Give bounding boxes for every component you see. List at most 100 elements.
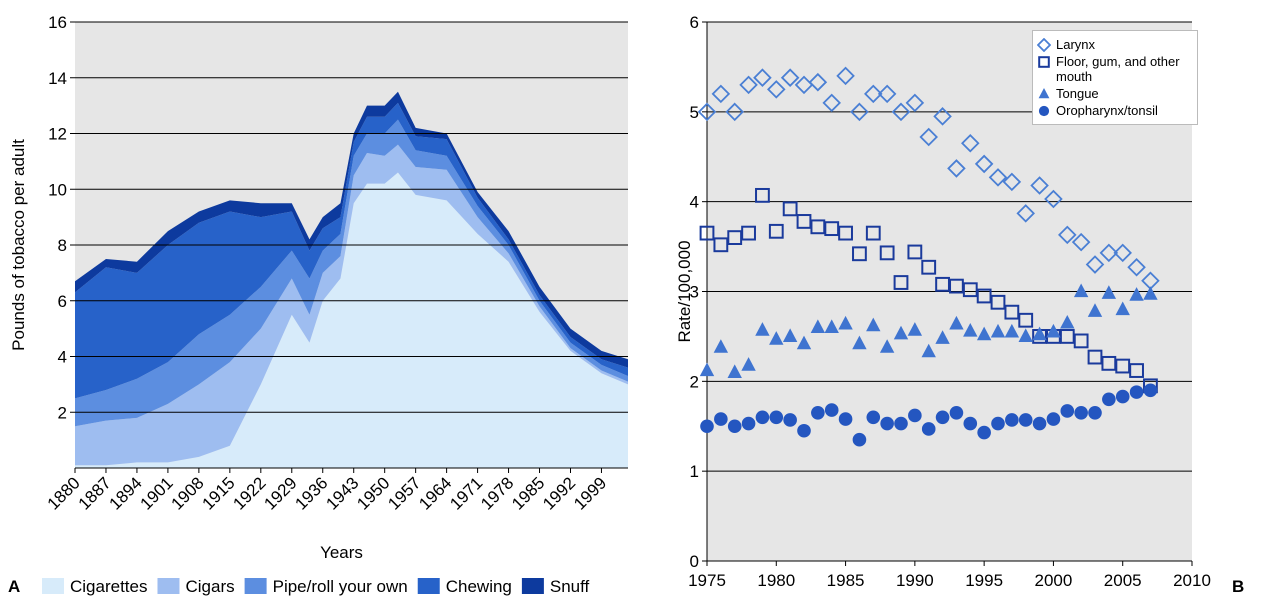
marker [921,343,936,358]
x-tick-label: 1915 [198,473,238,513]
marker [977,425,991,440]
legend-entry: Floor, gum, and other mouth [1037,54,1193,84]
x-tick-label: 1985 [827,571,865,590]
legend-swatch [157,578,180,594]
x-tick-label: 2000 [1035,571,1073,590]
marker [824,319,839,334]
y-tick-label: 4 [58,348,67,367]
y-tick-label: 2 [58,403,67,422]
marker [797,423,811,438]
marker [935,410,950,425]
marker [1113,243,1132,263]
marker [893,275,909,290]
marker [808,72,828,92]
marker [866,410,881,425]
marker [991,416,1005,431]
marker [1102,392,1116,407]
marker [700,419,714,434]
legend-label: Oropharynx/tonsil [1056,103,1158,118]
panel-label: A [8,577,20,596]
marker [697,102,717,122]
legend-swatch [244,578,267,594]
marker [783,413,797,427]
x-tick-label: 2005 [1104,571,1142,590]
marker [1143,286,1158,300]
x-tick-label: 1936 [291,473,331,513]
legend-swatch [42,578,64,594]
legend-entry: Oropharynx/tonsil [1037,103,1193,118]
marker [864,84,883,104]
x-tick-label: 1978 [477,473,517,513]
y-tick-label: 2 [690,372,699,391]
marker [1059,329,1075,344]
marker [1060,314,1075,329]
marker [905,93,925,113]
marker [1101,285,1117,299]
legend-swatch [521,578,544,594]
marker [1129,363,1144,378]
x-tick-label: 2010 [1173,571,1211,590]
marker [1060,404,1075,418]
marker [836,66,855,86]
marker [838,412,853,426]
marker [755,322,770,336]
marker [838,315,853,330]
marker [1073,283,1089,298]
x-tick-label: 1990 [896,571,934,590]
marker [976,326,992,341]
marker [1032,326,1047,341]
marker [907,244,923,260]
marker [755,410,770,425]
marker [879,339,895,353]
marker [711,84,731,104]
y-tick-label: 10 [48,180,67,199]
y-tick-label: 6 [58,292,67,311]
panel-label: B [1232,577,1244,596]
marker [963,416,978,431]
marker [810,219,826,235]
marker [891,102,911,122]
y-tick-label: 12 [48,125,67,144]
marker [1071,232,1091,252]
marker [727,364,742,378]
marker [880,416,894,431]
marker [879,245,895,261]
marker [810,319,826,334]
marker [894,416,908,431]
x-tick-label: 1929 [260,473,300,513]
marker [699,362,715,377]
marker [1101,355,1117,371]
y-tick-label: 14 [48,69,67,88]
marker [739,75,758,95]
legend: Larynx Floor, gum, and other mouth Tongue O… [1032,30,1198,125]
marker [962,282,978,298]
marker [990,294,1006,310]
marker [1088,405,1102,420]
x-tick-label: 1975 [688,571,726,590]
marker [1046,323,1061,338]
legend-label: Cigarettes [70,577,147,596]
legend-marker [1038,56,1050,68]
marker [769,410,784,425]
marker [1032,416,1047,431]
marker [1018,413,1033,427]
legend-label: Snuff [550,577,590,596]
marker [727,230,743,245]
marker [725,102,744,122]
legend-marker [1038,105,1050,117]
marker [1030,176,1049,195]
marker [1099,243,1119,263]
marker [1018,312,1034,328]
legend-marker [1038,88,1050,99]
marker [782,328,798,343]
marker [908,408,922,423]
marker [769,331,784,345]
area [75,91,628,368]
marker [741,416,756,431]
marker [838,225,853,241]
marker [1002,172,1022,192]
marker [824,221,840,237]
marker [877,84,897,104]
marker [974,154,994,174]
x-tick-label: 1985 [508,473,548,513]
